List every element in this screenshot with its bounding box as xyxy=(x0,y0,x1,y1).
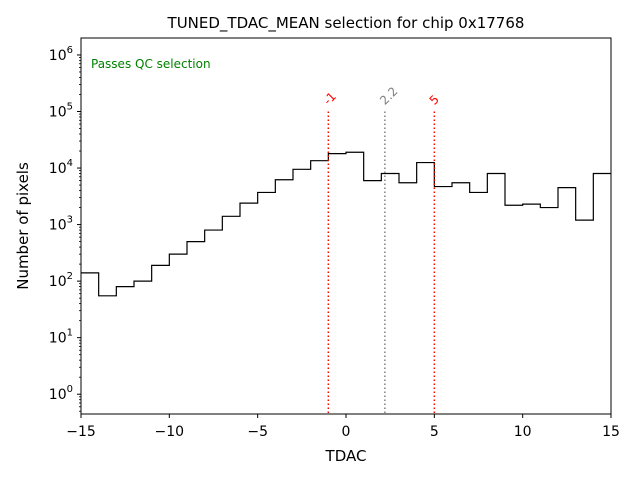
y-tick-label-6: 106 xyxy=(49,45,73,64)
chart-title: TUNED_TDAC_MEAN selection for chip 0x177… xyxy=(167,14,525,33)
x-tick-label-5: 10 xyxy=(514,424,532,440)
y-tick-label-4: 104 xyxy=(49,158,73,177)
y-axis-label: Number of pixels xyxy=(14,162,32,290)
y-tick-label-0: 100 xyxy=(49,384,73,403)
histogram-step-line xyxy=(81,151,611,297)
x-tick-label-0: −15 xyxy=(66,424,96,440)
x-axis-label: TDAC xyxy=(325,447,367,465)
y-tick-label-3: 103 xyxy=(49,215,73,234)
qc-annotation: Passes QC selection xyxy=(91,57,211,71)
x-tick-label-4: 5 xyxy=(430,424,439,440)
plot-area: -1 2.2 5−15 −10 −5 0 5 10 1510010110210310410510… xyxy=(49,37,620,440)
y-tick-label-2: 102 xyxy=(49,271,73,290)
x-tick-label-2: −5 xyxy=(247,424,268,440)
y-tick-label-5: 105 xyxy=(49,102,73,121)
x-tick-label-1: −10 xyxy=(155,424,185,440)
x-tick-label-6: 15 xyxy=(602,424,620,440)
x-tick-label-3: 0 xyxy=(342,424,351,440)
y-tick-label-1: 101 xyxy=(49,328,73,347)
